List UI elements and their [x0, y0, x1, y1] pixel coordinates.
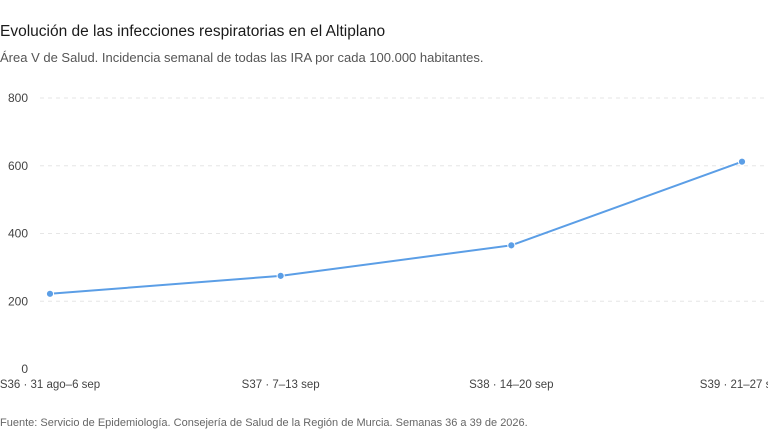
series-layer [45, 157, 747, 298]
chart-title: Evolución de las infecciones respiratori… [0, 23, 386, 40]
y-tick-label: 400 [8, 227, 28, 241]
y-tick-label: 800 [8, 91, 28, 105]
x-tick-label: S38 · 14–20 sep [469, 379, 553, 391]
x-tick-label: S37 · 7–13 sep [242, 379, 320, 391]
y-tick-label: 600 [8, 159, 28, 173]
chart-subtitle: Área V de Salud. Incidencia semanal de t… [0, 50, 484, 65]
grid-lines [40, 97, 768, 302]
data-point[interactable] [737, 157, 747, 166]
y-axis-ticks: 0 200 400 600 800 [8, 91, 28, 376]
data-point[interactable] [507, 241, 516, 250]
x-tick-label: S36 · 31 ago–6 sep [0, 379, 100, 391]
data-point[interactable] [45, 289, 55, 298]
source-note: Fuente: Servicio de Epidemiología. Conse… [0, 417, 528, 429]
y-tick-label: 0 [21, 362, 28, 376]
x-axis-ticks: S36 · 31 ago–6 sep S37 · 7–13 sep S38 · 14… [0, 379, 768, 391]
data-point[interactable] [276, 271, 285, 280]
y-tick-label: 200 [8, 294, 28, 308]
series-line [49, 160, 743, 295]
x-tick-label: S39 · 21–27 sep [700, 379, 768, 391]
